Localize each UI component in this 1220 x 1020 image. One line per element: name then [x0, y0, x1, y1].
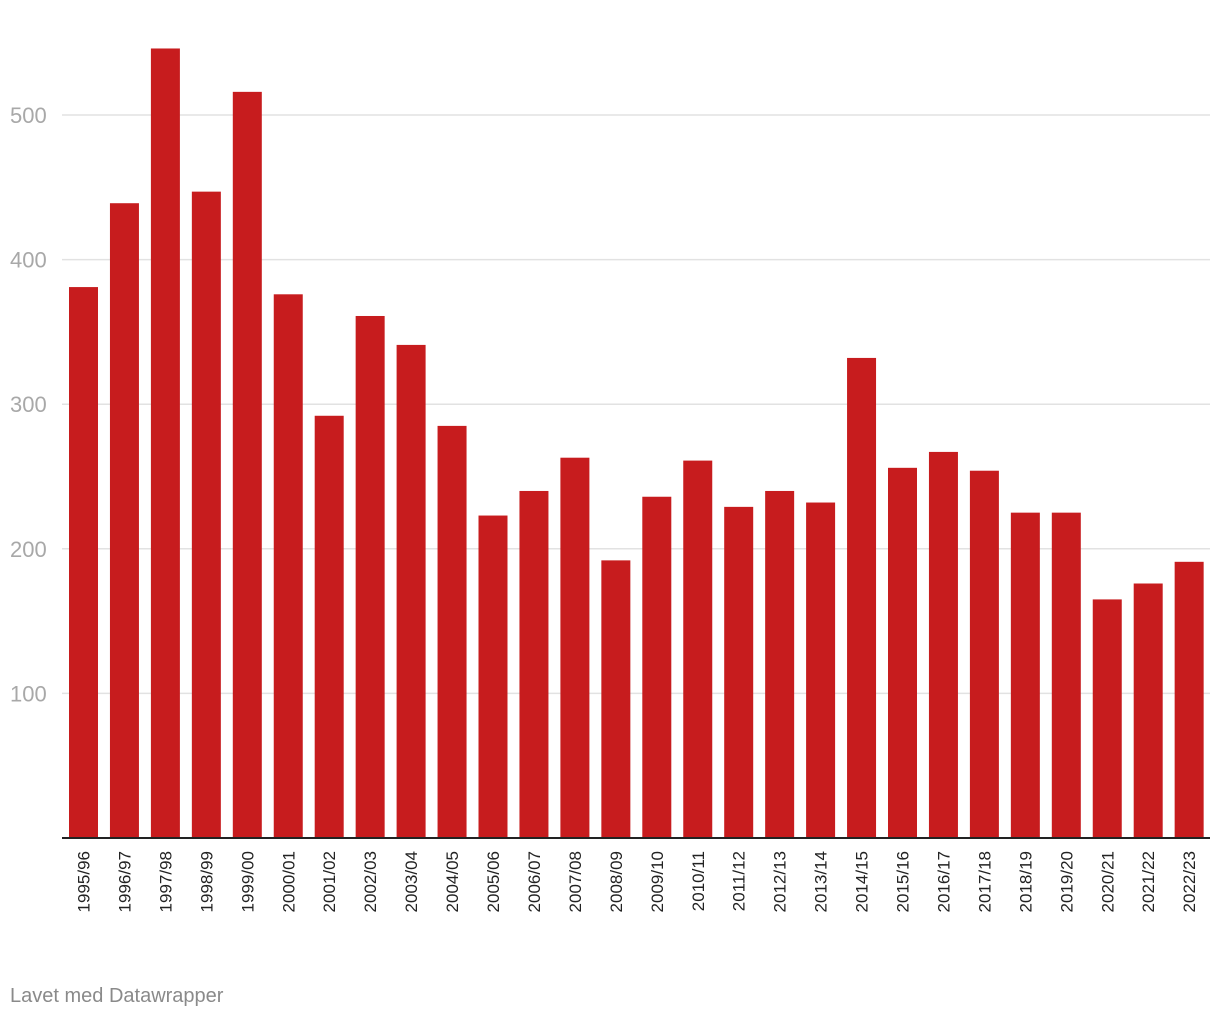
bar-2002-03 — [355, 315, 385, 838]
bar-1999-00 — [232, 91, 262, 839]
bar-2021-22 — [1133, 583, 1163, 838]
x-tick-label: 2008/09 — [607, 851, 626, 912]
y-tick-label: 300 — [10, 392, 47, 417]
bar-2005-06 — [478, 515, 508, 838]
bar-2013-14 — [806, 502, 836, 838]
x-tick-label: 2013/14 — [812, 851, 831, 912]
x-tick-label: 2005/06 — [484, 851, 503, 912]
x-tick-label: 1995/96 — [75, 851, 94, 912]
bar-2011-12 — [724, 506, 754, 838]
x-axis-labels: 1995/96 1996/97 1997/98 1998/99 1999/00 2000/… — [75, 851, 1200, 912]
x-tick-label: 2014/15 — [853, 851, 872, 912]
bar-2016-17 — [928, 451, 958, 838]
x-tick-label: 2021/22 — [1139, 851, 1158, 912]
x-tick-label: 1996/97 — [115, 851, 134, 912]
bar-2008-09 — [601, 560, 631, 838]
bar-2009-10 — [642, 496, 672, 838]
x-tick-label: 2002/03 — [361, 851, 380, 912]
x-tick-label: 1998/99 — [197, 851, 216, 912]
x-tick-label: 2010/11 — [689, 851, 708, 911]
x-tick-label: 1997/98 — [156, 851, 175, 912]
credit-text: Lavet med Datawrapper — [10, 985, 224, 1007]
y-tick-label: 400 — [10, 248, 47, 273]
y-tick-label: 100 — [10, 681, 47, 706]
bar-2019-20 — [1051, 512, 1081, 838]
x-tick-label: 2016/17 — [934, 851, 953, 912]
bar-2015-16 — [888, 467, 917, 838]
x-tick-label: 2011/12 — [730, 851, 749, 911]
bar-1997-98 — [150, 48, 180, 839]
x-tick-label: 2003/04 — [402, 851, 421, 912]
x-tick-label: 2018/19 — [1016, 851, 1035, 912]
y-tick-label: 500 — [10, 103, 47, 128]
bar-1995-96 — [69, 287, 98, 838]
bar-2012-13 — [765, 490, 795, 838]
bar-2017-18 — [969, 470, 999, 838]
bar-2003-04 — [396, 344, 426, 838]
x-tick-label: 2020/21 — [1098, 851, 1117, 912]
x-tick-label: 2015/16 — [894, 851, 913, 912]
bar-2014-15 — [847, 357, 877, 838]
bar-2007-08 — [560, 457, 590, 838]
x-tick-label: 2017/18 — [975, 851, 994, 912]
bar-1996-97 — [109, 203, 139, 838]
bar-2010-11 — [683, 460, 713, 838]
bar-2006-07 — [519, 490, 549, 838]
y-axis-ticks: 100 200 300 400 500 — [10, 103, 47, 706]
x-tick-label: 2000/01 — [279, 851, 298, 912]
bar-2018-19 — [1010, 512, 1040, 838]
x-tick-label: 2004/05 — [443, 851, 462, 912]
bar-1998-99 — [191, 191, 221, 838]
bar-2022-23 — [1174, 561, 1204, 838]
bars — [69, 48, 1204, 839]
x-tick-label: 2019/20 — [1057, 851, 1076, 912]
bar-2004-05 — [437, 425, 467, 838]
bar-2001-02 — [314, 415, 344, 838]
x-tick-label: 2009/10 — [648, 851, 667, 912]
x-tick-label: 1999/00 — [238, 851, 257, 912]
bar-2020-21 — [1092, 599, 1122, 838]
x-tick-label: 2006/07 — [525, 851, 544, 912]
y-tick-label: 200 — [10, 537, 47, 562]
x-tick-label: 2007/08 — [566, 851, 585, 912]
x-tick-label: 2022/23 — [1180, 851, 1199, 912]
x-tick-label: 2001/02 — [320, 851, 339, 912]
x-tick-label: 2012/13 — [771, 851, 790, 912]
bar-2000-01 — [273, 294, 303, 838]
